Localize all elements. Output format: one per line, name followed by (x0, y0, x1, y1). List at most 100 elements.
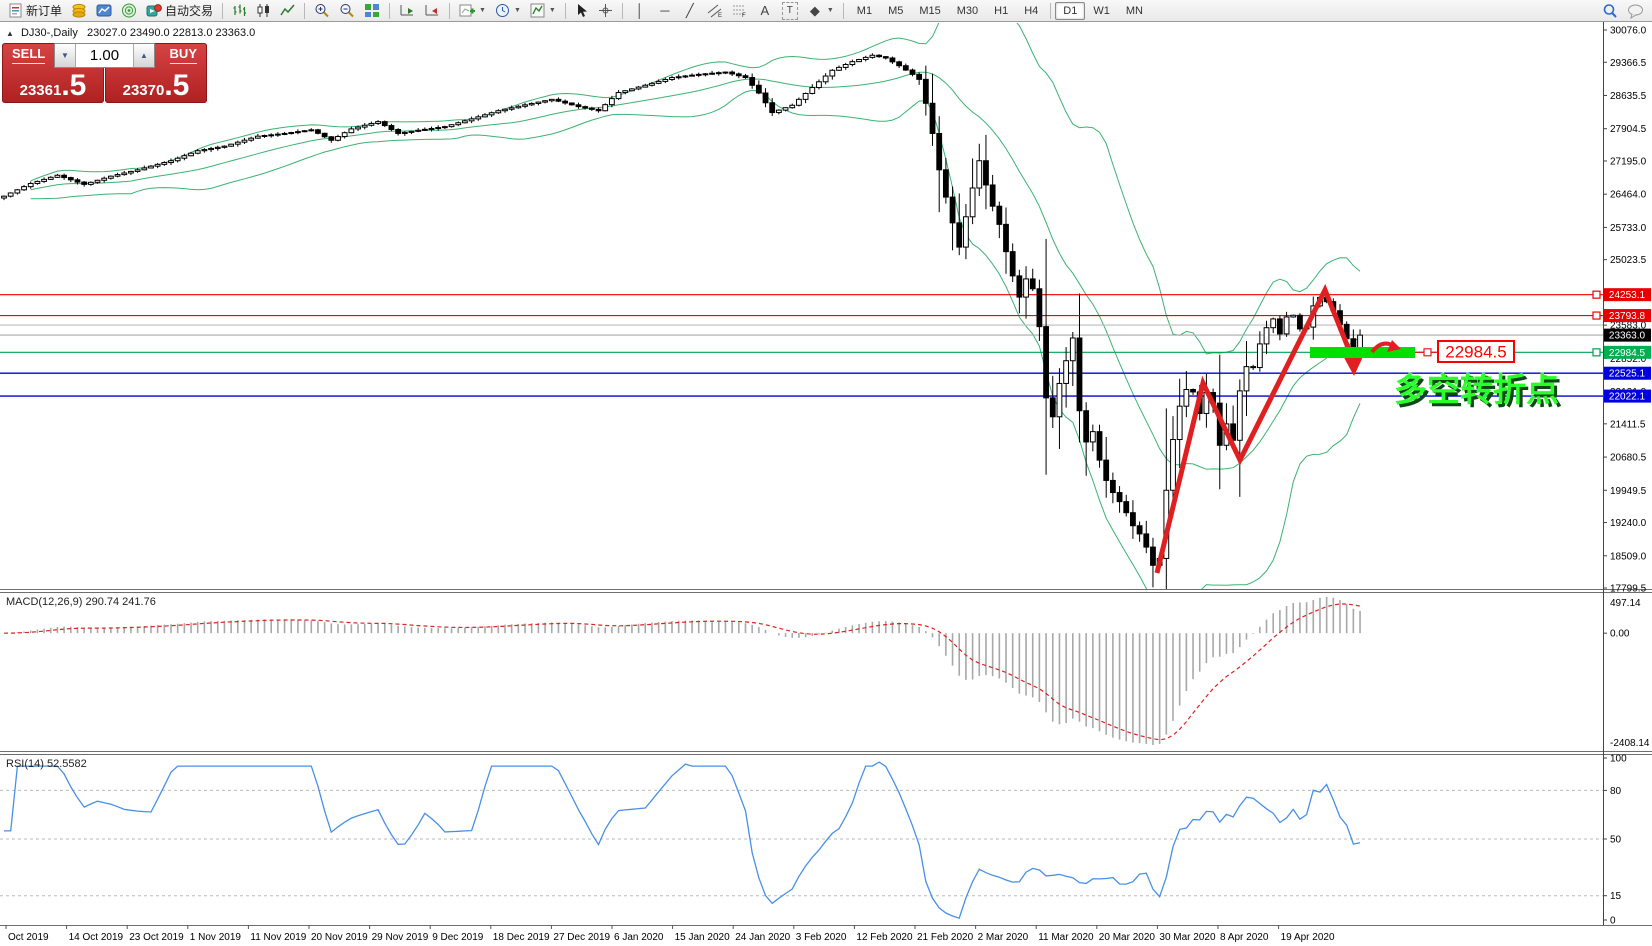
zoom-in-button[interactable] (310, 1, 334, 21)
clock-icon (495, 4, 509, 17)
volume-increase-button[interactable]: ▲ (133, 44, 154, 67)
price-callout-box (1437, 340, 1515, 363)
rsi-axis-tick: 80 (1610, 786, 1622, 797)
macd-axis-zero: 0.00 (1610, 629, 1630, 640)
price-tick: 25733.0 (1610, 223, 1647, 234)
macd-panel (3, 597, 1361, 745)
price-tick: 29366.5 (1610, 58, 1647, 69)
text-label-icon: T (781, 1, 798, 20)
navigator-button[interactable] (117, 1, 141, 21)
zoom-out-button[interactable] (335, 1, 359, 21)
templates-icon (530, 3, 545, 18)
new-order-label: 新订单 (26, 4, 63, 18)
macd-axis-max: 497.14 (1610, 598, 1641, 609)
toolbar: 新订单 自动交易 ▼ ▼ (0, 0, 1652, 22)
price-label-chip (1604, 345, 1651, 359)
date-label: 24 Jan 2020 (735, 932, 790, 943)
collapse-panel-icon[interactable]: ▲ (6, 29, 14, 38)
cursor-tool-button[interactable] (571, 1, 593, 21)
timeframe-mn[interactable]: MN (1125, 4, 1143, 17)
timeframe-h4[interactable]: H4 (1024, 4, 1039, 17)
timeframe-m15[interactable]: M15 (919, 4, 941, 17)
timeframe-h1[interactable]: H1 (994, 4, 1009, 17)
trend-zigzag-arrow (1154, 283, 1356, 574)
candle-chart-mode-button[interactable] (252, 1, 275, 21)
buy-button[interactable]: BUY 23370.5 (105, 43, 207, 103)
vertical-line-tool-button[interactable]: │ (628, 1, 652, 21)
sell-button[interactable]: SELL 23361.5 (2, 43, 104, 103)
text-tool-button[interactable]: A (753, 1, 777, 21)
auto-trading-button[interactable]: 自动交易 (142, 1, 217, 21)
timeframe-m5[interactable]: M5 (888, 4, 904, 17)
text-label-tool-button[interactable]: T (778, 1, 802, 21)
line-anchor-marker (1423, 348, 1432, 357)
price-label-22022.1: 22022.1 (1609, 392, 1646, 403)
channel-tool-button[interactable]: E (703, 1, 727, 21)
timeframe-m30[interactable]: M30 (956, 4, 979, 17)
fibonacci-tool-button[interactable]: F (728, 1, 752, 21)
new-chart-button[interactable]: ▼ (455, 1, 490, 21)
price-axis[interactable]: 30076.0 29366.5 28635.5 27904.5 27195.0 26464… (1592, 26, 1651, 595)
arrows-tool-button[interactable]: ◆ ▼ (803, 1, 838, 21)
price-label-chip (1604, 309, 1651, 323)
date-label: 20 Mar 2020 (1099, 932, 1156, 943)
time-axis[interactable]: Oct 2019 14 Oct 2019 23 Oct 2019 1 Nov 2019… (5, 925, 1335, 943)
line-anchor-marker (1592, 290, 1601, 299)
line-chart-mode-button[interactable] (276, 1, 299, 21)
main-price-panel (30, 23, 1361, 589)
support-zone-band (1310, 347, 1415, 358)
volume-decrease-button[interactable]: ▼ (55, 44, 76, 67)
bar-chart-icon (233, 4, 247, 16)
auto-scroll-button[interactable] (395, 1, 419, 21)
macd-indicator-label: MACD(12,26,9) 290.74 241.76 (6, 596, 156, 608)
toolbar-separator (449, 2, 451, 19)
tile-windows-button[interactable] (360, 1, 384, 21)
price-label-23363.0: 23363.0 (1609, 331, 1646, 342)
volume-value[interactable]: 1.00 (89, 47, 120, 64)
toolbar-separator (564, 2, 566, 19)
timeframe-d1[interactable]: D1 (1055, 1, 1086, 20)
search-button[interactable] (1598, 1, 1622, 21)
chat-button[interactable] (1623, 1, 1648, 21)
timeframe-bar: M1 M5 M15 M30 H1 H4 D1 W1 MN (849, 1, 1151, 20)
date-label: 27 Dec 2019 (553, 932, 610, 943)
toolbar-separator (222, 2, 224, 19)
horizontal-line-tool-button[interactable]: ─ (653, 1, 677, 21)
crosshair-tool-button[interactable] (594, 1, 617, 21)
price-label-chip (1604, 328, 1651, 342)
cn-annotation-shadow: 多空转折点 (1397, 374, 1562, 411)
price-tick: 28635.5 (1610, 91, 1647, 102)
timeframe-m1[interactable]: M1 (856, 4, 873, 17)
date-label: 8 Apr 2020 (1220, 932, 1269, 943)
market-watch-button[interactable] (67, 1, 91, 21)
profiles-button[interactable]: ▼ (491, 1, 525, 21)
svg-text:F: F (742, 13, 746, 18)
price-callout-text: 22984.5 (1445, 343, 1506, 362)
price-tick: 19240.0 (1610, 518, 1647, 529)
horizontal-level-lines[interactable] (0, 294, 1603, 397)
trendline-icon: ╱ (685, 2, 694, 18)
date-label: 11 Nov 2019 (250, 932, 306, 943)
line-chart-icon (280, 4, 295, 16)
date-label: 29 Nov 2019 (372, 932, 429, 943)
rsi-axis-tick: 0 (1610, 916, 1616, 927)
auto-trading-icon (146, 4, 162, 17)
bar-chart-mode-button[interactable] (228, 1, 251, 21)
trendline-tool-button[interactable]: ╱ (678, 1, 702, 21)
text-icon: A (760, 2, 770, 18)
volume-stepper: ▼ 1.00 ▲ (54, 43, 155, 68)
data-window-button[interactable] (92, 1, 116, 21)
date-label: 1 Nov 2019 (190, 932, 242, 943)
bollinger-middle-band (30, 71, 1361, 470)
timeframe-w1[interactable]: W1 (1093, 4, 1110, 17)
dropdown-caret-icon: ▼ (826, 7, 834, 14)
price-label-chip (1604, 288, 1651, 302)
date-label: 6 Jan 2020 (614, 932, 664, 943)
new-order-button[interactable]: 新订单 (4, 1, 66, 21)
chart-shift-button[interactable] (420, 1, 444, 21)
sell-label: SELL (12, 46, 46, 64)
candlestick-icon (257, 4, 270, 17)
templates-button[interactable]: ▼ (526, 1, 560, 21)
